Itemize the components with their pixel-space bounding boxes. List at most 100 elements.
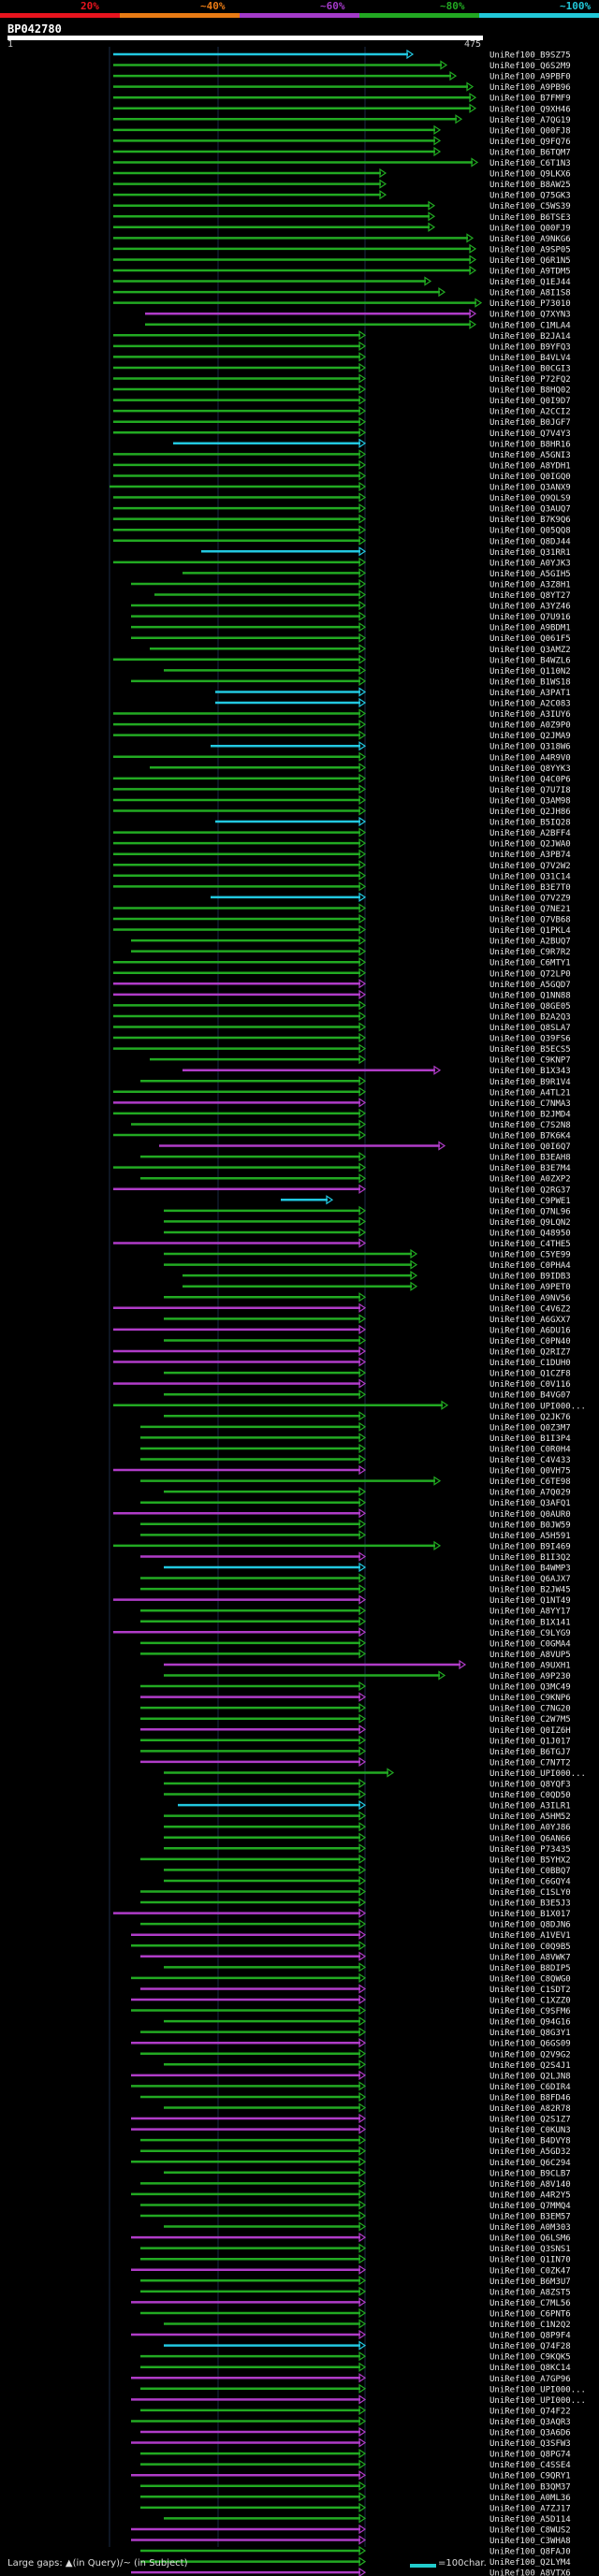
hit-label[interactable]: UniRef100_C4V6Z2 [489,1304,571,1314]
hit-label[interactable]: UniRef100_A7GP96 [489,2375,571,2384]
hit-label[interactable]: UniRef100_B9IDB3 [489,1273,571,1282]
hit-label[interactable]: UniRef100_Q3MC49 [489,1683,571,1693]
hit-label[interactable]: UniRef100_Q1IN70 [489,2256,571,2265]
hit-label[interactable]: UniRef100_Q3AQR3 [489,2418,571,2427]
hit-label[interactable]: UniRef100_Q7V2W2 [489,862,571,871]
hit-label[interactable]: UniRef100_C5YE99 [489,1251,571,1260]
hit-label[interactable]: UniRef100_A5GD32 [489,2147,571,2157]
hit-label[interactable]: UniRef100_B9CLB7 [489,2169,571,2178]
hit-label[interactable]: UniRef100_C9KQK5 [489,2353,571,2363]
hit-label[interactable]: UniRef100_A0M303 [489,2223,571,2233]
hit-label[interactable]: UniRef100_B5IQ28 [489,819,571,828]
hit-label[interactable]: UniRef100_Q0I9D7 [489,397,571,406]
hit-label[interactable]: UniRef100_Q75GK3 [489,192,571,201]
hit-label[interactable]: UniRef100_C8WUS2 [489,2525,571,2535]
hit-label[interactable]: UniRef100_A5GQD7 [489,981,571,990]
hit-label[interactable]: UniRef100_C6DIR4 [489,2083,571,2092]
hit-label[interactable]: UniRef100_Q6LSM6 [489,2234,571,2244]
hit-label[interactable]: UniRef100_Q00FJ9 [489,224,571,233]
hit-label[interactable]: UniRef100_Q1J017 [489,1737,571,1746]
hit-label[interactable]: UniRef100_B3QM37 [489,2482,571,2492]
hit-label[interactable]: UniRef100_C1DUH0 [489,1359,571,1368]
hit-label[interactable]: UniRef100_Q0Z3M7 [489,1423,571,1433]
hit-label[interactable]: UniRef100_B2JMD4 [489,1110,571,1119]
hit-label[interactable]: UniRef100_Q1PKL4 [489,926,571,936]
hit-label[interactable]: UniRef100_A6GXX7 [489,1316,571,1325]
hit-label[interactable]: UniRef100_B8HR16 [489,440,571,449]
hit-label[interactable]: UniRef100_B7FMF9 [489,95,571,104]
hit-label[interactable]: UniRef100_B7K6K4 [489,1132,571,1142]
hit-label[interactable]: UniRef100_B1I3Q2 [489,1553,571,1563]
hit-label[interactable]: UniRef100_Q2JK76 [489,1413,571,1422]
hit-label[interactable]: UniRef100_C1SLY0 [489,1888,571,1898]
hit-label[interactable]: UniRef100_C0ZK47 [489,2266,571,2276]
hit-label[interactable]: UniRef100_C1MLA4 [489,321,571,330]
hit-label[interactable]: UniRef100_B5ECS5 [489,1045,571,1055]
hit-label[interactable]: UniRef100_A4R2Y5 [489,2190,571,2200]
hit-label[interactable]: UniRef100_C7NG20 [489,1705,571,1714]
hit-label[interactable]: UniRef100_C4SSE4 [489,2461,571,2470]
hit-label[interactable]: UniRef100_Q8KC14 [489,2364,571,2373]
hit-label[interactable]: UniRef100_A2C083 [489,700,571,709]
hit-label[interactable]: UniRef100_Q8YT27 [489,591,571,601]
hit-label[interactable]: UniRef100_A6DU16 [489,1326,571,1335]
hit-label[interactable]: UniRef100_A9BDM1 [489,624,571,633]
hit-label[interactable]: UniRef100_A5D114 [489,2515,571,2525]
hit-label[interactable]: UniRef100_A2BFF4 [489,829,571,838]
hit-label[interactable]: UniRef100_Q94G16 [489,2018,571,2028]
hit-label[interactable]: UniRef100_C8QWG0 [489,1974,571,1984]
hit-label[interactable]: UniRef100_C0KUN3 [489,2126,571,2135]
hit-label[interactable]: UniRef100_Q2LYM4 [489,2558,571,2568]
hit-label[interactable]: UniRef100_B2JW45 [489,1586,571,1595]
hit-label[interactable]: UniRef100_Q6R1N5 [489,256,571,266]
hit-label[interactable]: UniRef100_Q9XH46 [489,105,571,114]
hit-label[interactable]: UniRef100_UPI000... [489,1769,586,1779]
hit-label[interactable]: UniRef100_A2BUQ7 [489,938,571,947]
hit-label[interactable]: UniRef100_C2W7M5 [489,1715,571,1725]
hit-label[interactable]: UniRef100_A8YY17 [489,1608,571,1617]
hit-label[interactable]: UniRef100_P72FQ2 [489,375,571,385]
hit-label[interactable]: UniRef100_B2A2Q3 [489,1012,571,1022]
hit-label[interactable]: UniRef100_Q7NE21 [489,905,571,914]
hit-label[interactable]: UniRef100_B4VG07 [489,1391,571,1401]
hit-label[interactable]: UniRef100_B0JW59 [489,1521,571,1530]
hit-label[interactable]: UniRef100_A3IUY6 [489,710,571,720]
hit-label[interactable]: UniRef100_UPI000... [489,1402,586,1411]
hit-label[interactable]: UniRef100_Q7V2Z9 [489,894,571,903]
hit-label[interactable]: UniRef100_Q0VH75 [489,1467,571,1477]
hit-label[interactable]: UniRef100_A7Q029 [489,1489,571,1498]
hit-label[interactable]: UniRef100_B4VLV4 [489,354,571,363]
hit-label[interactable]: UniRef100_B8AW25 [489,181,571,190]
hit-label[interactable]: UniRef100_A0Z9P0 [489,721,571,731]
hit-label[interactable]: UniRef100_Q7V4Y3 [489,429,571,439]
hit-label[interactable]: UniRef100_Q74F28 [489,2342,571,2351]
hit-label[interactable]: UniRef100_C6TE98 [489,1477,571,1487]
hit-label[interactable]: UniRef100_Q7XYN3 [489,311,571,320]
hit-label[interactable]: UniRef100_B3E7T0 [489,883,571,893]
hit-label[interactable]: UniRef100_C7S2N8 [489,1121,571,1130]
hit-label[interactable]: UniRef100_Q4C0P6 [489,775,571,784]
hit-label[interactable]: UniRef100_Q9QLS9 [489,494,571,503]
hit-label[interactable]: UniRef100_C6PNT6 [489,2309,571,2319]
hit-label[interactable]: UniRef100_Q3AM98 [489,796,571,806]
hit-label[interactable]: UniRef100_Q6AN66 [489,1834,571,1843]
hit-label[interactable]: UniRef100_Q00FJ8 [489,126,571,136]
hit-label[interactable]: UniRef100_C4THE5 [489,1240,571,1249]
hit-label[interactable]: UniRef100_C0BBQ7 [489,1867,571,1876]
hit-label[interactable]: UniRef100_A8VUP5 [489,1651,571,1660]
hit-label[interactable]: UniRef100_C0QD50 [489,1791,571,1800]
hit-label[interactable]: UniRef100_B8DIP5 [489,1964,571,1973]
hit-label[interactable]: UniRef100_Q8DJN6 [489,1921,571,1930]
hit-label[interactable]: UniRef100_A3Z8H1 [489,580,571,589]
hit-label[interactable]: UniRef100_Q1CZF8 [489,1370,571,1379]
hit-label[interactable]: UniRef100_Q8G3Y1 [489,2029,571,2038]
hit-label[interactable]: UniRef100_C6MTY1 [489,959,571,968]
hit-label[interactable]: UniRef100_Q8P9F4 [489,2332,571,2341]
hit-label[interactable]: UniRef100_A5GNI3 [489,451,571,460]
hit-label[interactable]: UniRef100_C0R0H4 [489,1445,571,1454]
hit-label[interactable]: UniRef100_Q2RG37 [489,1186,571,1195]
hit-label[interactable]: UniRef100_Q8YYK3 [489,764,571,774]
hit-label[interactable]: UniRef100_C9R7R2 [489,948,571,957]
hit-label[interactable]: UniRef100_C7NMA3 [489,1099,571,1109]
hit-label[interactable]: UniRef100_C5WS39 [489,202,571,211]
